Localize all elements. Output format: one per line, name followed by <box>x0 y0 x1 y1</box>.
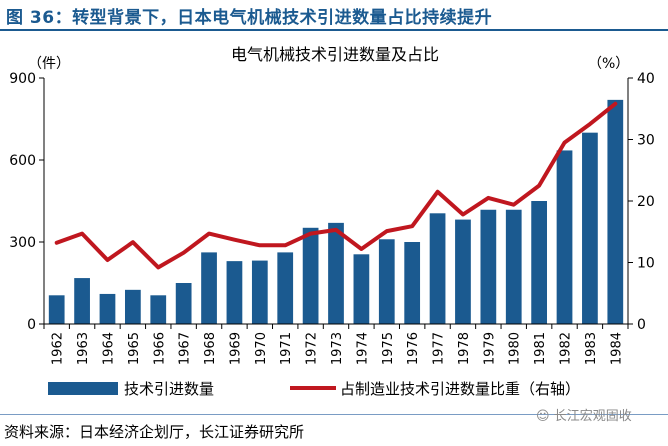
x-tick-label: 1982 <box>559 332 574 365</box>
x-tick-label: 1978 <box>457 332 472 365</box>
right-tick-label: 20 <box>637 194 655 210</box>
figure-title: 图 36：转型背景下，日本电气机械技术引进数量占比持续提升 <box>6 8 493 28</box>
bar-1984 <box>607 99 624 324</box>
x-tick-label: 1983 <box>584 332 599 365</box>
source-note: 资料来源：日本经济企划厅，长江证券研究所 <box>4 423 305 441</box>
x-tick-label: 1977 <box>432 332 447 365</box>
bar-1980 <box>505 209 522 324</box>
watermark: ☺ 长江宏观固收 <box>536 405 632 424</box>
bar-1979 <box>480 209 497 324</box>
x-tick-label: 1969 <box>228 332 243 365</box>
x-tick-label: 1976 <box>406 332 421 365</box>
watermark-text: 长江宏观固收 <box>553 409 632 424</box>
bar-series <box>48 99 624 324</box>
left-tick-label: 300 <box>9 235 36 251</box>
bar-1967 <box>175 283 192 324</box>
bar-1982 <box>556 150 573 324</box>
right-tick-labels: 0 10 20 30 40 <box>637 71 655 333</box>
bar-1964 <box>99 293 116 324</box>
x-tick-label: 1972 <box>305 332 320 365</box>
chart-title: 电气机械技术引进数量及占比 <box>231 45 439 64</box>
wechat-icon: ☺ <box>536 409 550 424</box>
bottom-rule <box>0 414 668 415</box>
axes <box>39 77 633 329</box>
title-rule <box>0 29 668 31</box>
x-tick-label: 1964 <box>101 332 116 365</box>
ratio-line <box>54 101 618 270</box>
bar-1972 <box>302 227 319 324</box>
bar-1971 <box>277 252 294 324</box>
x-tick-label: 1981 <box>533 332 548 365</box>
x-tick-label: 1968 <box>203 332 218 365</box>
bar-1978 <box>455 219 471 324</box>
x-tick-label: 1984 <box>609 332 624 365</box>
bar-1968 <box>201 252 217 324</box>
x-tick-label: 1975 <box>381 332 396 365</box>
bar-1976 <box>404 242 421 324</box>
bar-1974 <box>353 254 370 324</box>
right-tick-label: 10 <box>637 256 655 272</box>
right-axis-unit: （%） <box>588 56 629 72</box>
right-tick-label: 0 <box>637 317 646 333</box>
bar-1977 <box>429 213 446 324</box>
bar-1963 <box>74 278 90 324</box>
bar-1969 <box>226 261 243 324</box>
bar-1966 <box>150 295 167 324</box>
x-tick-label: 1974 <box>355 332 370 365</box>
left-tick-label: 0 <box>27 317 36 333</box>
bar-1975 <box>378 239 395 324</box>
x-tick-label: 1971 <box>279 332 294 365</box>
right-tick-label: 40 <box>637 71 655 87</box>
x-tick-label: 1980 <box>508 332 523 365</box>
legend-bar-swatch <box>48 382 118 395</box>
legend-line-label: 占制造业技术引进数量比重（右轴） <box>340 380 580 398</box>
bar-1973 <box>328 222 344 324</box>
x-tick-label: 1967 <box>178 332 193 365</box>
x-tick-label: 1963 <box>76 332 91 365</box>
bar-1962 <box>48 295 65 324</box>
legend: 技术引进数量 占制造业技术引进数量比重（右轴） <box>48 380 580 398</box>
x-tick-label: 1979 <box>482 332 497 365</box>
x-tick-label: 1970 <box>254 332 269 365</box>
x-tick-label: 1966 <box>152 332 167 365</box>
right-tick-label: 30 <box>637 133 655 149</box>
x-tick-label: 1973 <box>330 332 345 365</box>
left-tick-label: 600 <box>9 153 36 169</box>
legend-bar-label: 技术引进数量 <box>124 380 214 398</box>
x-tick-label: 1962 <box>51 332 66 365</box>
bar-1981 <box>531 201 548 324</box>
chart: 电气机械技术引进数量及占比 （件） （%） 0 300 600 900 0 10 20 30… <box>9 45 655 398</box>
left-tick-labels: 0 300 600 900 <box>9 71 36 333</box>
bar-1983 <box>582 132 598 324</box>
left-axis-unit: （件） <box>28 56 70 72</box>
left-tick-label: 900 <box>9 71 36 87</box>
bar-1965 <box>124 289 141 324</box>
bar-1970 <box>251 260 268 324</box>
x-tick-label: 1965 <box>127 332 142 365</box>
x-tick-labels: 1962 1963 1964 1965 1966 1967 1968 1969 1970 1971… <box>51 332 625 365</box>
